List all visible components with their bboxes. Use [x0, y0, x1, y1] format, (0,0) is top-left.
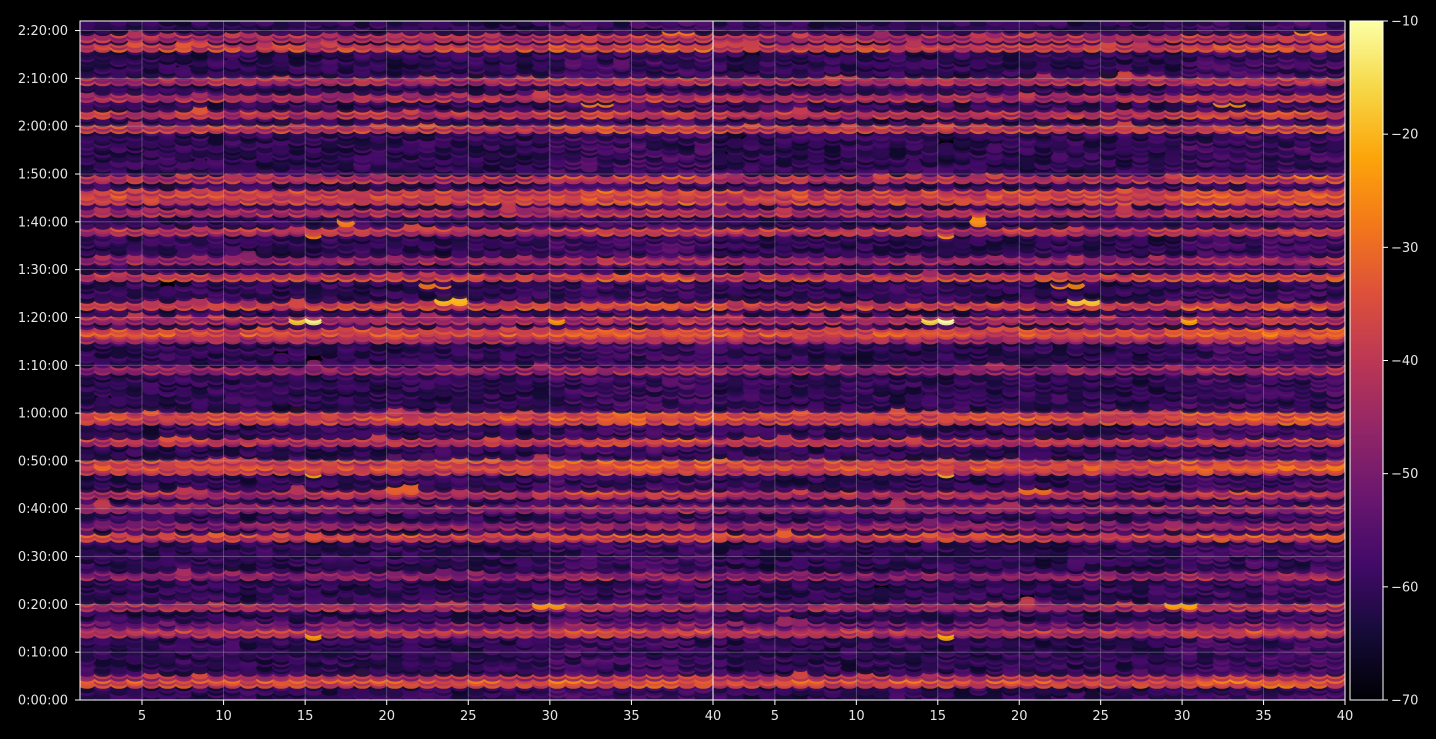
- spectrogram-cell: [352, 665, 372, 677]
- spectrogram-cell: [515, 555, 535, 567]
- spectrogram-cells: [80, 21, 713, 700]
- spectrogram-cell: [352, 584, 372, 596]
- spectrogram-cell: [223, 548, 243, 560]
- spectrogram-panel-1: 5 10 15 20 25 30 35 40: [79, 20, 721, 724]
- spectrogram-cell: [93, 395, 113, 407]
- spectrogram-cell: [417, 450, 437, 462]
- spectrogram-cell: [288, 484, 307, 496]
- spectrogram-cell: [93, 498, 113, 510]
- spectrogram-cell: [531, 453, 551, 464]
- spectrogram-cell: [352, 687, 372, 699]
- spectrogram-cell: [531, 541, 551, 553]
